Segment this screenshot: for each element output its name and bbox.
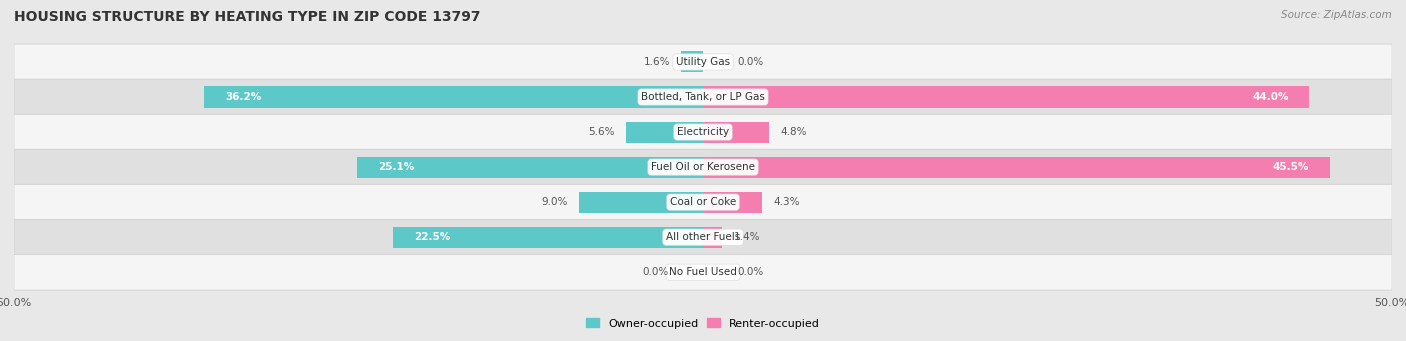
Text: Source: ZipAtlas.com: Source: ZipAtlas.com (1281, 10, 1392, 20)
FancyBboxPatch shape (14, 219, 1392, 255)
Text: 22.5%: 22.5% (413, 232, 450, 242)
Bar (204, 87, 703, 107)
FancyBboxPatch shape (14, 254, 1392, 290)
Text: 0.0%: 0.0% (738, 267, 763, 277)
Text: All other Fuels: All other Fuels (666, 232, 740, 242)
FancyBboxPatch shape (14, 114, 1392, 150)
Bar (703, 87, 1309, 107)
Text: 44.0%: 44.0% (1253, 92, 1289, 102)
Bar (703, 192, 762, 213)
Text: 4.3%: 4.3% (773, 197, 800, 207)
Bar (703, 121, 769, 143)
Text: 1.6%: 1.6% (644, 57, 669, 67)
Text: 25.1%: 25.1% (378, 162, 415, 172)
Bar (626, 121, 703, 143)
Text: 45.5%: 45.5% (1272, 162, 1309, 172)
FancyBboxPatch shape (14, 149, 1392, 185)
Bar (579, 192, 703, 213)
FancyBboxPatch shape (14, 79, 1392, 115)
Text: No Fuel Used: No Fuel Used (669, 267, 737, 277)
Text: Coal or Coke: Coal or Coke (669, 197, 737, 207)
Text: 1.4%: 1.4% (734, 232, 759, 242)
FancyBboxPatch shape (14, 184, 1392, 220)
Text: 0.0%: 0.0% (738, 57, 763, 67)
Text: Electricity: Electricity (676, 127, 730, 137)
Text: 36.2%: 36.2% (225, 92, 262, 102)
Text: 5.6%: 5.6% (588, 127, 614, 137)
Text: 4.8%: 4.8% (780, 127, 807, 137)
Text: 0.0%: 0.0% (643, 267, 669, 277)
Bar (357, 157, 703, 178)
Bar (703, 157, 1330, 178)
Text: Bottled, Tank, or LP Gas: Bottled, Tank, or LP Gas (641, 92, 765, 102)
Bar (703, 227, 723, 248)
Text: 9.0%: 9.0% (541, 197, 568, 207)
Text: HOUSING STRUCTURE BY HEATING TYPE IN ZIP CODE 13797: HOUSING STRUCTURE BY HEATING TYPE IN ZIP… (14, 10, 481, 24)
FancyBboxPatch shape (14, 44, 1392, 80)
Bar (392, 227, 703, 248)
Bar (681, 51, 703, 73)
Text: Fuel Oil or Kerosene: Fuel Oil or Kerosene (651, 162, 755, 172)
Legend: Owner-occupied, Renter-occupied: Owner-occupied, Renter-occupied (581, 314, 825, 333)
Text: Utility Gas: Utility Gas (676, 57, 730, 67)
